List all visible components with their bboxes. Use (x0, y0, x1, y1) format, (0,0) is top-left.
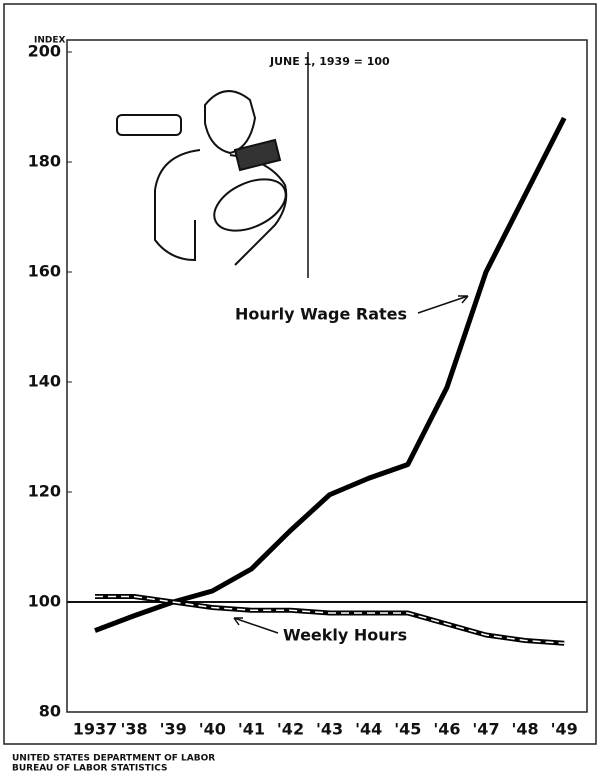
y-tick-label: 120 (28, 482, 61, 501)
y-tick-label: 180 (28, 152, 61, 171)
x-tick-label: '39 (160, 720, 187, 739)
illustration-mirror (117, 115, 181, 135)
y-tick-label: 140 (28, 372, 61, 391)
y-tick-label: 100 (28, 592, 61, 611)
illustration (117, 91, 294, 265)
source: UNITED STATES DEPARTMENT OF LABOR (12, 754, 215, 764)
illustration-cargo (235, 140, 280, 170)
illustration-body (155, 150, 286, 265)
x-tick-label: '45 (394, 720, 421, 739)
x-tick-label: '42 (277, 720, 304, 739)
x-tick-label: '47 (472, 720, 499, 739)
x-tick-label: '49 (551, 720, 578, 739)
x-tick-label: '48 (512, 720, 539, 739)
x-tick-label: '40 (199, 720, 226, 739)
chart: INDEX JUNE 1, 1939 = 100 Hourly Wage Rat… (0, 0, 602, 780)
x-tick-label: '46 (433, 720, 460, 739)
series-label: Weekly Hours (283, 626, 407, 645)
source: BUREAU OF LABOR STATISTICS (12, 764, 167, 774)
x-tick-label: '38 (121, 720, 148, 739)
series-label: Hourly Wage Rates (235, 305, 407, 324)
label-arrow (234, 618, 278, 633)
x-tick-label: '41 (238, 720, 265, 739)
y-tick-label: 160 (28, 262, 61, 281)
label-arrow (418, 296, 468, 313)
series-line (95, 118, 564, 631)
x-tick-label: '44 (355, 720, 382, 739)
y-tick-label: 200 (28, 42, 61, 61)
illustration-head (205, 91, 255, 153)
x-tick-label: 1937 (73, 720, 118, 739)
y-tick-label: 80 (39, 702, 61, 721)
annotation: JUNE 1, 1939 = 100 (269, 55, 390, 68)
x-tick-label: '43 (316, 720, 343, 739)
